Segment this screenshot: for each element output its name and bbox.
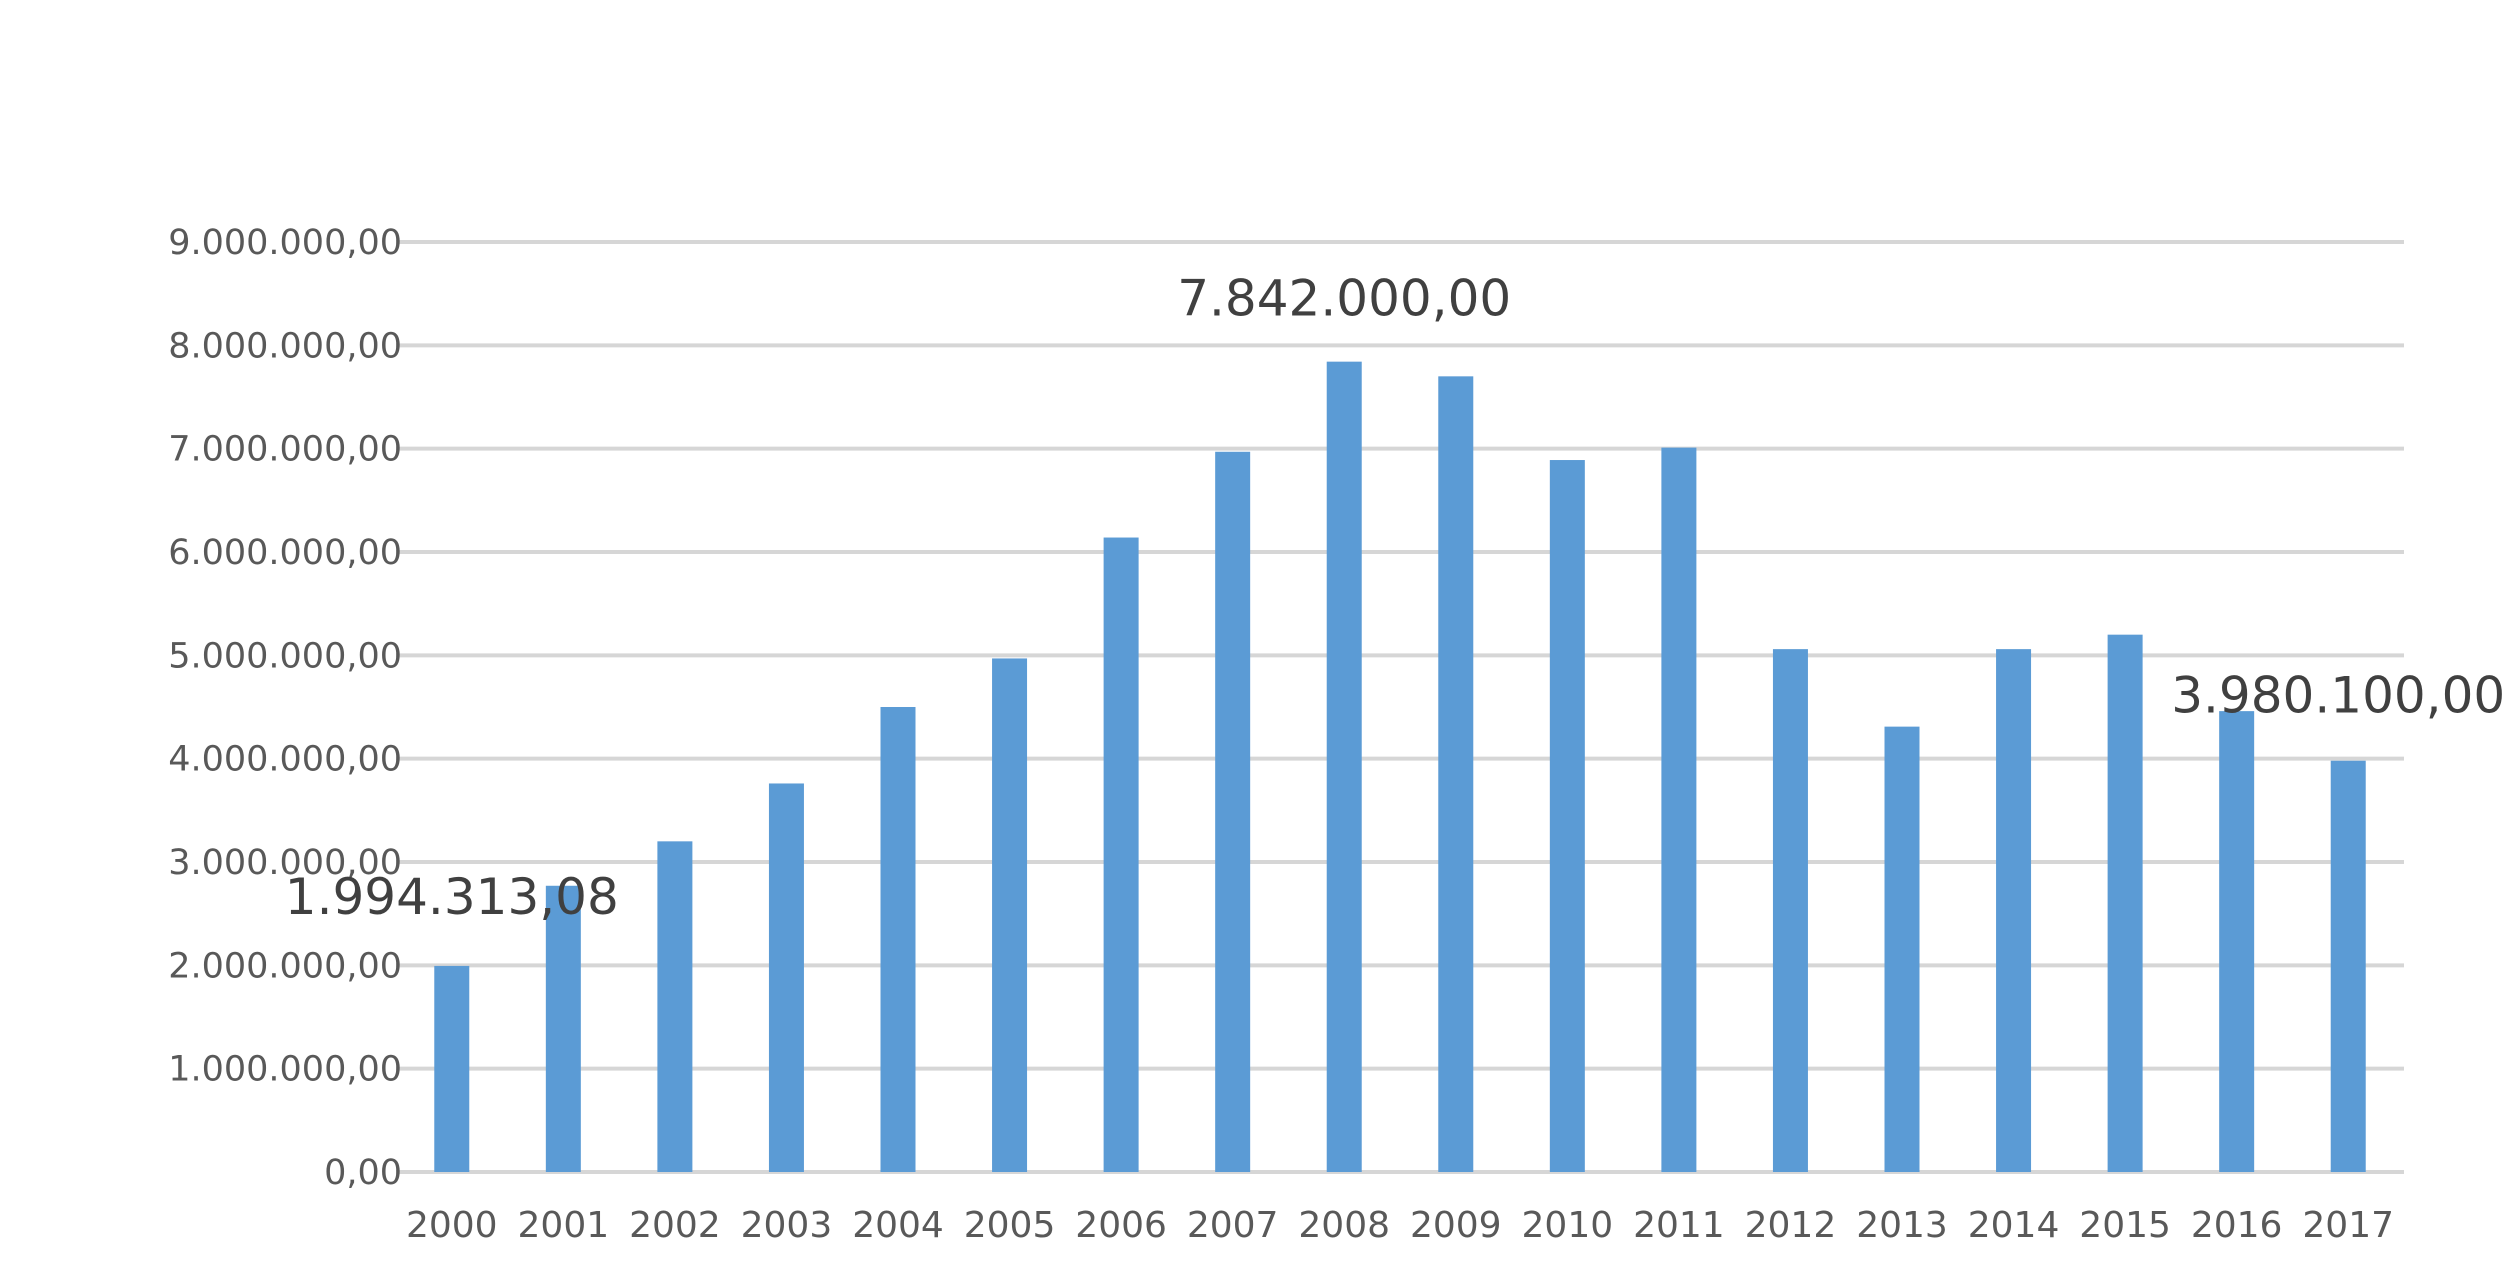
y-tick-label: 4.000.000,00 (168, 740, 402, 780)
data-label-2000: 1.994.313,08 (285, 868, 619, 926)
data-label-2017: 3.980.100,00 (2171, 667, 2505, 725)
bar-2015 (2107, 634, 2143, 1172)
y-tick-label: 0,00 (324, 1153, 402, 1193)
bar-2016 (2219, 711, 2255, 1172)
y-tick-label: 3.000.000,00 (168, 843, 402, 883)
bar-2010 (1549, 460, 1585, 1172)
x-tick-label: 2006 (1075, 1205, 1167, 1246)
x-tick-label: 2004 (852, 1205, 944, 1246)
bars (434, 361, 2366, 1173)
bar-2017 (2330, 760, 2366, 1172)
bar-2004 (880, 707, 916, 1172)
x-tick-label: 2010 (1522, 1205, 1614, 1246)
bar-2001 (545, 885, 581, 1172)
y-tick-label: 6.000.000,00 (168, 533, 402, 573)
x-tick-label: 2015 (2079, 1205, 2171, 1246)
bar-2012 (1772, 649, 1808, 1172)
y-tick-label: 8.000.000,00 (168, 326, 402, 366)
x-tick-label: 2011 (1633, 1205, 1725, 1246)
y-tick-label: 7.000.000,00 (168, 430, 402, 470)
x-tick-label: 2001 (518, 1205, 610, 1246)
bar-2003 (768, 783, 804, 1172)
bar-2014 (1996, 649, 2032, 1172)
x-tick-label: 2007 (1187, 1205, 1279, 1246)
x-tick-label: 2005 (964, 1205, 1056, 1246)
bar-2011 (1661, 447, 1697, 1173)
data-label-2008: 7.842.000,00 (1177, 270, 1511, 328)
bar-2006 (1103, 537, 1139, 1172)
bar-2009 (1438, 376, 1474, 1172)
x-tick-label: 2016 (2191, 1205, 2283, 1246)
bar-2013 (1884, 726, 1920, 1172)
x-tick-label: 2017 (2302, 1205, 2394, 1246)
x-tick-label: 2013 (1856, 1205, 1948, 1246)
x-tick-label: 2008 (1298, 1205, 1390, 1246)
y-tick-label: 2.000.000,00 (168, 946, 402, 986)
gridlines (396, 240, 2404, 1174)
y-tick-label: 1.000.000,00 (168, 1050, 402, 1090)
y-tick-label: 5.000.000,00 (168, 636, 402, 676)
x-axis-tick-labels: 2000 2001 2002 2003 2004 2005 2006 2007 2008 2009… (406, 1205, 2394, 1246)
bar-2005 (992, 658, 1028, 1172)
y-tick-label: 9.000.000,00 (168, 223, 402, 263)
x-tick-label: 2014 (1968, 1205, 2060, 1246)
x-tick-label: 2002 (629, 1205, 721, 1246)
x-tick-label: 2012 (1745, 1205, 1837, 1246)
y-axis-tick-labels: 0,00 1.000.000,00 2.000.000,00 3.000.000,00… (168, 223, 402, 1193)
x-tick-label: 2009 (1410, 1205, 1502, 1246)
x-tick-label: 2000 (406, 1205, 498, 1246)
bar-2002 (657, 841, 693, 1172)
data-labels: 1.994.313,08 7.842.000,00 3.980.100,00 (285, 270, 2505, 926)
bar-2007 (1215, 451, 1251, 1172)
bar-2000 (434, 965, 470, 1172)
bar-2008 (1326, 361, 1362, 1172)
x-tick-label: 2003 (741, 1205, 833, 1246)
